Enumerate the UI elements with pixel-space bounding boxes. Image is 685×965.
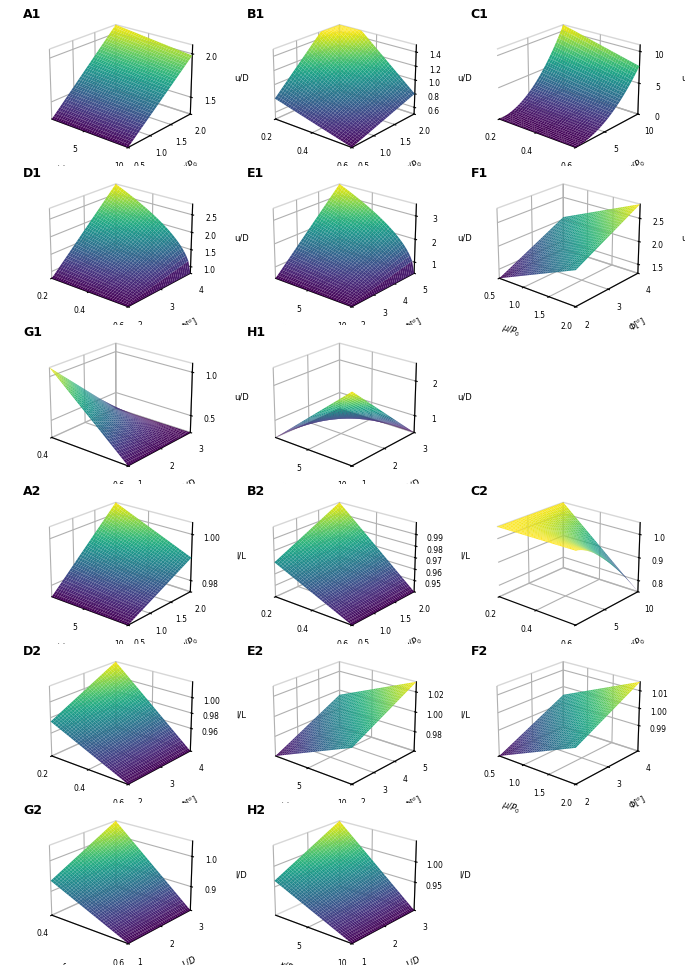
Y-axis label: $\Phi[^o]$: $\Phi[^o]$ xyxy=(403,316,424,334)
X-axis label: $\kappa/P_0$: $\kappa/P_0$ xyxy=(277,321,298,339)
X-axis label: $f$: $f$ xyxy=(61,961,66,965)
Text: F1: F1 xyxy=(471,167,488,180)
Text: F2: F2 xyxy=(471,645,488,658)
Y-axis label: $\mu/P_0$: $\mu/P_0$ xyxy=(402,633,425,653)
Y-axis label: $\mu/P_0$: $\mu/P_0$ xyxy=(178,155,201,176)
Text: C2: C2 xyxy=(471,485,488,499)
Text: B2: B2 xyxy=(247,485,265,499)
Text: H1: H1 xyxy=(247,326,266,340)
Y-axis label: $L/D$: $L/D$ xyxy=(180,953,199,965)
Y-axis label: $L/D$: $L/D$ xyxy=(180,476,199,492)
Text: C1: C1 xyxy=(471,8,488,21)
X-axis label: $f$: $f$ xyxy=(508,165,514,177)
Text: E2: E2 xyxy=(247,645,264,658)
X-axis label: $\mu/P_0$: $\mu/P_0$ xyxy=(500,320,522,340)
X-axis label: $\kappa/P_0$: $\kappa/P_0$ xyxy=(277,958,298,965)
Y-axis label: $\Phi[^o]$: $\Phi[^o]$ xyxy=(179,316,201,334)
X-axis label: $f$: $f$ xyxy=(61,483,66,495)
X-axis label: $\mu/P_0$: $\mu/P_0$ xyxy=(500,798,522,817)
X-axis label: $f$: $f$ xyxy=(284,165,290,177)
X-axis label: $f$: $f$ xyxy=(284,643,290,654)
Y-axis label: $\kappa/P_0$: $\kappa/P_0$ xyxy=(626,633,648,653)
Text: H2: H2 xyxy=(247,804,266,817)
Y-axis label: $\Phi[^o]$: $\Phi[^o]$ xyxy=(179,793,201,812)
Text: D1: D1 xyxy=(23,167,42,180)
Text: B1: B1 xyxy=(247,8,265,21)
X-axis label: $\kappa/P_0$: $\kappa/P_0$ xyxy=(277,481,298,498)
X-axis label: $f$: $f$ xyxy=(61,324,66,336)
Y-axis label: $\kappa/P_0$: $\kappa/P_0$ xyxy=(626,155,648,176)
X-axis label: $\kappa/P_0$: $\kappa/P_0$ xyxy=(277,799,298,816)
X-axis label: $\kappa/P_0$: $\kappa/P_0$ xyxy=(53,162,75,179)
Y-axis label: $L/D$: $L/D$ xyxy=(404,953,423,965)
Y-axis label: $\mu/P_0$: $\mu/P_0$ xyxy=(402,155,425,176)
Y-axis label: $\mu/P_0$: $\mu/P_0$ xyxy=(178,633,201,653)
X-axis label: $f$: $f$ xyxy=(508,643,514,654)
X-axis label: $\kappa/P_0$: $\kappa/P_0$ xyxy=(53,640,75,657)
Y-axis label: $L/D$: $L/D$ xyxy=(404,476,423,492)
Text: E1: E1 xyxy=(247,167,264,180)
Text: G2: G2 xyxy=(23,804,42,817)
Text: A1: A1 xyxy=(23,8,42,21)
Y-axis label: $\Phi[^o]$: $\Phi[^o]$ xyxy=(403,793,424,812)
Text: D2: D2 xyxy=(23,645,42,658)
Text: G1: G1 xyxy=(23,326,42,340)
Y-axis label: $\Phi[^o]$: $\Phi[^o]$ xyxy=(626,793,648,812)
Text: A2: A2 xyxy=(23,485,42,499)
X-axis label: $f$: $f$ xyxy=(61,802,66,813)
Y-axis label: $\Phi[^o]$: $\Phi[^o]$ xyxy=(626,316,648,334)
